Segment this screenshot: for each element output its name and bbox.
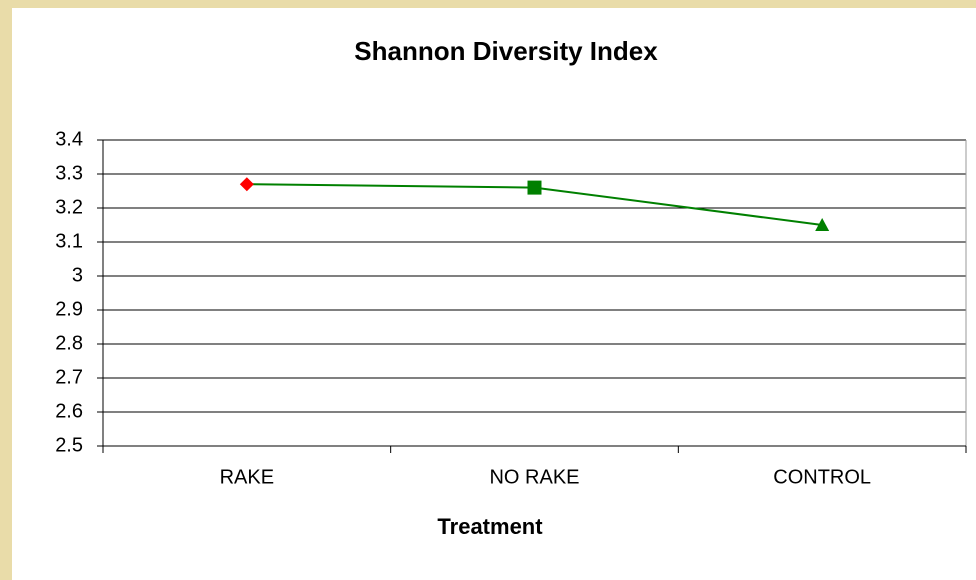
y-tick-label: 3.2 [55, 196, 83, 218]
y-tick-label: 2.5 [55, 434, 83, 456]
marker [527, 180, 542, 195]
chart-panel [12, 8, 976, 580]
marker [815, 218, 830, 231]
y-tick-label: 2.9 [55, 298, 83, 320]
y-tick-label: 3.4 [55, 128, 83, 150]
y-tick-label: 3.3 [55, 162, 83, 184]
x-tick-label: RAKE [220, 466, 274, 488]
y-tick-label: 3 [72, 264, 83, 286]
x-tick-label: CONTROL [773, 466, 871, 488]
chart-title: Shannon Diversity Index [354, 36, 658, 66]
x-tick-label: NO RAKE [489, 466, 579, 488]
y-tick-label: 2.6 [55, 400, 83, 422]
x-axis-title: Treatment [437, 514, 543, 539]
marker [239, 177, 254, 192]
y-tick-label: 3.1 [55, 230, 83, 252]
y-tick-label: 2.8 [55, 332, 83, 354]
y-tick-label: 2.7 [55, 366, 83, 388]
